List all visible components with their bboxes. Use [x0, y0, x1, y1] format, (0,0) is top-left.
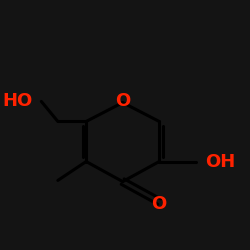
Text: O: O [115, 92, 130, 110]
Text: HO: HO [3, 92, 33, 110]
Text: O: O [152, 195, 167, 213]
Text: OH: OH [205, 152, 236, 170]
